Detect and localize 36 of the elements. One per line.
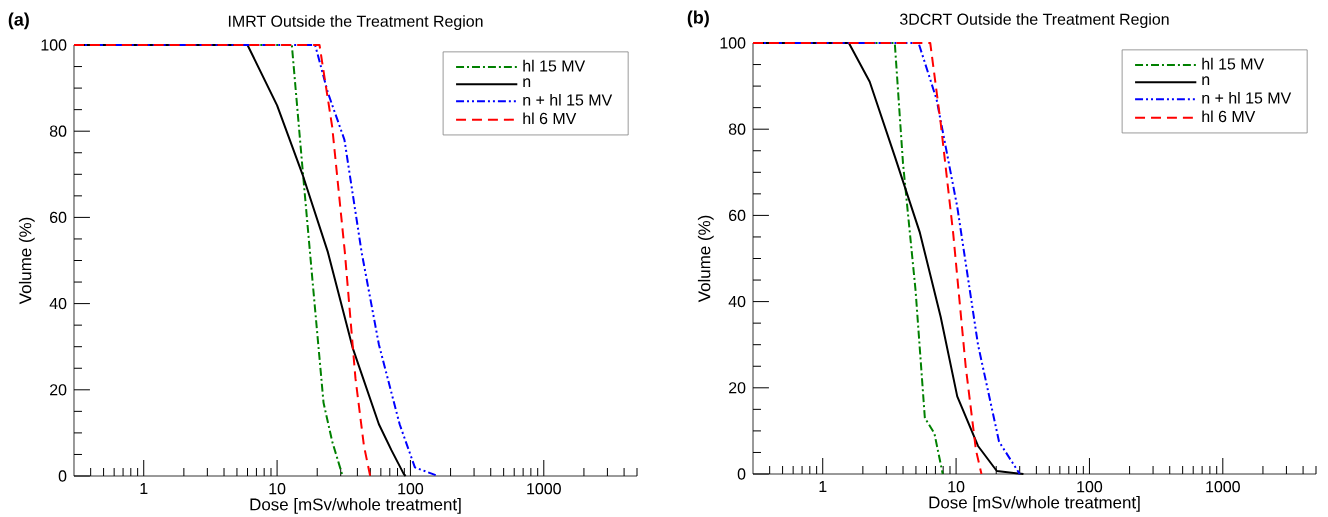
y-tick-label: 0: [58, 470, 67, 482]
y-tick-label: 80: [728, 123, 746, 135]
legend-label: hl 6 MV: [523, 112, 577, 125]
y-tick-label: 100: [720, 37, 746, 49]
legend-label: n + hl 15 MV: [523, 93, 613, 106]
chart-title: 3DCRT Outside the Treatment Region: [899, 13, 1169, 29]
y-tick-label: 80: [49, 125, 67, 137]
y-tick-label: 20: [50, 384, 67, 396]
x-tick-label: 1: [819, 481, 827, 493]
legend-label: n: [523, 78, 531, 87]
x-tick-label: 100: [1077, 481, 1103, 493]
y-tick-label: 40: [49, 297, 67, 310]
legend-label: hl 15 MV: [1202, 57, 1265, 70]
legend-label: hl 15 MV: [523, 59, 586, 72]
y-tick-label: 0: [737, 468, 746, 480]
legend-label: n: [1202, 76, 1210, 85]
x-axis-title: Dose [mSv/whole treatment]: [250, 498, 461, 514]
x-tick-label: 1000: [527, 483, 561, 495]
y-tick-label: 40: [728, 295, 746, 308]
legend-label: n + hl 15 MV: [1202, 91, 1292, 104]
chart-title: IMRT Outside the Treatment Region: [228, 15, 483, 31]
y-tick-label: 60: [50, 211, 67, 224]
x-tick-label: 1000: [1206, 481, 1240, 493]
x-tick-label: 1: [140, 483, 148, 495]
y-axis-title: Volume (%): [18, 217, 35, 305]
text: (b): [687, 10, 709, 28]
text: (a): [8, 12, 29, 30]
x-axis-title: Dose [mSv/whole treatment]: [929, 496, 1140, 512]
x-tick-label: 10: [269, 483, 286, 495]
x-tick-label: 100: [398, 483, 424, 495]
x-tick-label: 10: [948, 481, 965, 493]
y-tick-label: 60: [729, 209, 746, 222]
legend-label: hl 6 MV: [1202, 110, 1256, 123]
y-tick-label: 20: [729, 382, 746, 394]
y-tick-label: 100: [41, 39, 67, 51]
y-axis-title: Volume (%): [697, 215, 714, 303]
